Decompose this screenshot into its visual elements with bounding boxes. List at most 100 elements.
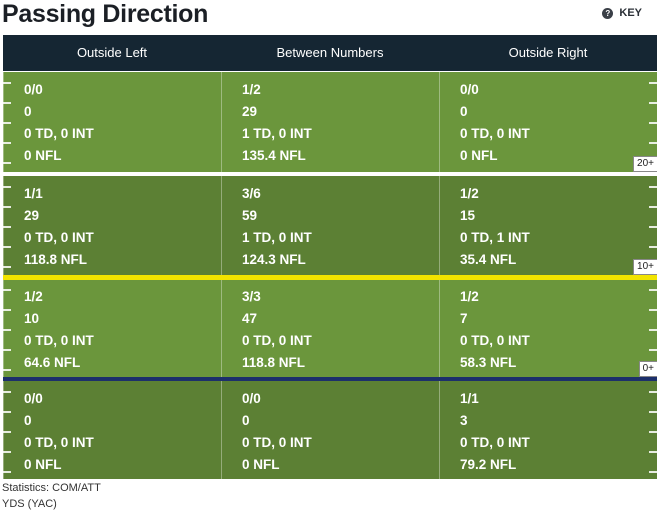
yard-tick: [3, 226, 11, 228]
yard-tick: [649, 309, 657, 311]
stat-rating: 79.2 NFL: [460, 457, 517, 472]
yard-tick: [649, 329, 657, 331]
stat-rating: 0 NFL: [460, 148, 498, 163]
yard-tick: [649, 431, 657, 433]
stat-td-int: 0 TD, 0 INT: [242, 435, 312, 450]
stat-comp-att: 0/0: [24, 82, 43, 97]
stat-rating: 0 NFL: [242, 457, 280, 472]
stat-yds: 0: [24, 413, 32, 428]
stat-yds: 10: [24, 311, 40, 326]
yard-marker: 0+: [638, 361, 657, 377]
stat-td-int: 0 TD, 0 INT: [460, 333, 530, 348]
stat-comp-att: 1/2: [460, 186, 479, 201]
yard-ticks-left: [3, 279, 11, 379]
stat-comp-att: 1/2: [24, 289, 43, 304]
zone-cell: 3/6 59 1 TD, 0 INT 124.3 NFL: [221, 176, 439, 276]
footnote-yds: YDS (YAC): [2, 498, 57, 510]
zone-cell: 0/0 0 0 TD, 0 INT 0 NFL: [221, 381, 439, 479]
column-between-numbers: Between Numbers: [276, 45, 384, 60]
field-zone: 0/0 0 0 TD, 0 INT 0 NFL 1/2 29 1 TD, 0 INT 135.…: [3, 72, 657, 172]
stat-td-int: 0 TD, 0 INT: [24, 333, 94, 348]
stat-rating: 124.3 NFL: [242, 252, 306, 267]
help-icon: ?: [602, 7, 614, 19]
yard-tick: [649, 142, 657, 144]
stat-rating: 135.4 NFL: [242, 148, 306, 163]
yard-tick: [649, 122, 657, 124]
page-title: Passing Direction: [2, 0, 209, 28]
yard-tick: [3, 411, 11, 413]
yard-tick: [649, 102, 657, 104]
yard-tick: [3, 451, 11, 453]
yard-tick: [3, 82, 11, 84]
yard-tick: [649, 186, 657, 188]
key-button[interactable]: ? KEY: [602, 7, 642, 19]
yard-tick: [3, 329, 11, 331]
stat-yds: 29: [242, 104, 258, 119]
yard-tick: [3, 122, 11, 124]
zone-cell: 0/0 0 0 TD, 0 INT 0 NFL: [439, 72, 657, 172]
stat-rating: 64.6 NFL: [24, 355, 81, 370]
stat-rating: 35.4 NFL: [460, 252, 517, 267]
zone-cell: 1/2 15 0 TD, 1 INT 35.4 NFL: [439, 176, 657, 276]
footnote-statistics: Statistics: COM/ATT: [2, 482, 101, 494]
stat-td-int: 0 TD, 0 INT: [460, 435, 530, 450]
yard-tick: [649, 471, 657, 473]
stat-comp-att: 1/2: [460, 289, 479, 304]
zone-cell: 1/2 7 0 TD, 0 INT 58.3 NFL: [439, 279, 657, 379]
yard-ticks-left: [3, 381, 11, 479]
stat-comp-att: 1/2: [242, 82, 261, 97]
yard-tick: [649, 451, 657, 453]
key-label: KEY: [619, 7, 642, 19]
yard-tick: [3, 162, 11, 164]
stat-comp-att: 3/6: [242, 186, 261, 201]
yard-marker: 10+: [633, 259, 657, 275]
yard-ticks-left: [3, 72, 11, 172]
stat-yds: 0: [24, 104, 32, 119]
column-outside-left: Outside Left: [76, 45, 148, 60]
yard-marker: 20+: [633, 156, 657, 172]
column-header: Outside Left Between Numbers Outside Rig…: [3, 35, 657, 71]
yard-tick: [649, 411, 657, 413]
yard-tick: [649, 82, 657, 84]
stat-rating: 118.8 NFL: [242, 355, 306, 370]
stat-yds: 0: [460, 104, 468, 119]
yard-line: [3, 377, 657, 381]
stat-yds: 47: [242, 311, 258, 326]
yard-ticks-right: [649, 381, 657, 479]
passing-field: 0/0 0 0 TD, 0 INT 0 NFL 1/2 29 1 TD, 0 INT 135.…: [3, 72, 657, 479]
yard-tick: [649, 289, 657, 291]
column-outside-right: Outside Right: [508, 45, 588, 60]
yard-ticks-left: [3, 176, 11, 276]
stat-comp-att: 0/0: [460, 82, 479, 97]
stat-yds: 0: [242, 413, 250, 428]
stat-comp-att: 3/3: [242, 289, 261, 304]
yard-line: [3, 275, 657, 280]
stat-rating: 0 NFL: [24, 148, 62, 163]
yard-tick: [649, 246, 657, 248]
yard-tick: [3, 266, 11, 268]
stat-yds: 29: [24, 208, 40, 223]
yard-tick: [3, 206, 11, 208]
stat-comp-att: 0/0: [242, 391, 261, 406]
zone-cell: 0/0 0 0 TD, 0 INT 0 NFL: [3, 72, 221, 172]
yard-tick: [649, 206, 657, 208]
stat-td-int: 0 TD, 0 INT: [24, 435, 94, 450]
stat-rating: 0 NFL: [24, 457, 62, 472]
stat-yds: 3: [460, 413, 468, 428]
stat-rating: 58.3 NFL: [460, 355, 517, 370]
stat-td-int: 0 TD, 0 INT: [460, 126, 530, 141]
zone-cell: 1/2 10 0 TD, 0 INT 64.6 NFL: [3, 279, 221, 379]
yard-tick: [3, 186, 11, 188]
stat-yds: 7: [460, 311, 468, 326]
field-zone: 1/1 29 0 TD, 0 INT 118.8 NFL 3/6 59 1 TD, 0 IN…: [3, 176, 657, 276]
yard-tick: [3, 431, 11, 433]
stat-td-int: 0 TD, 0 INT: [242, 333, 312, 348]
yard-tick: [3, 471, 11, 473]
yard-tick: [3, 309, 11, 311]
yard-tick: [649, 391, 657, 393]
stat-yds: 59: [242, 208, 258, 223]
stat-yds: 15: [460, 208, 476, 223]
stat-td-int: 1 TD, 0 INT: [242, 230, 312, 245]
zone-cell: 1/2 29 1 TD, 0 INT 135.4 NFL: [221, 72, 439, 172]
zone-cell: 0/0 0 0 TD, 0 INT 0 NFL: [3, 381, 221, 479]
